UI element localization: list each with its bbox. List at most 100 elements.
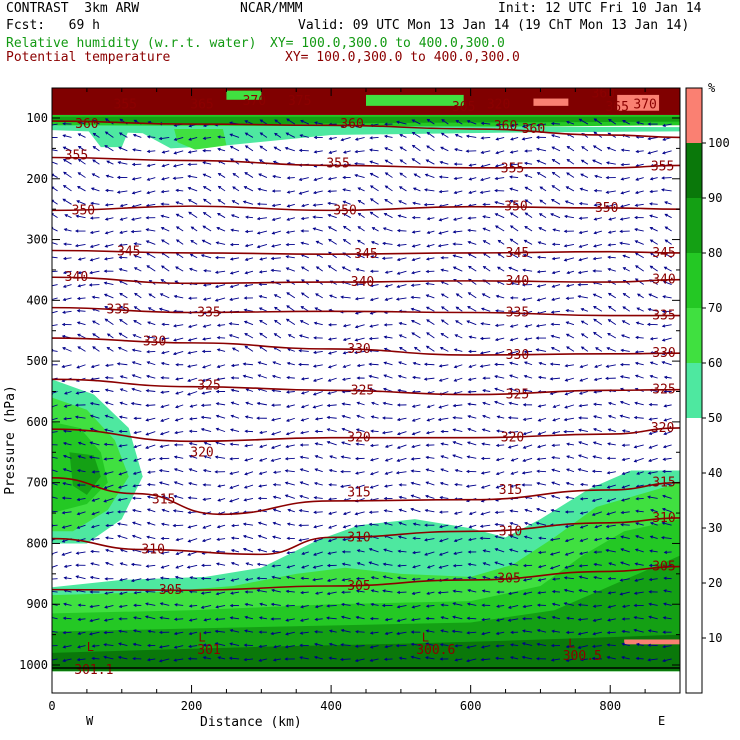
wind-vector: [258, 188, 268, 192]
wind-vector: [382, 257, 393, 259]
wind-vector-head: [494, 323, 499, 327]
wind-vector: [551, 481, 561, 486]
wind-vector-head: [580, 320, 585, 324]
wind-vector-head: [509, 238, 514, 242]
wind-vector-head: [187, 364, 191, 368]
wind-vector-head: [103, 257, 108, 261]
wind-vector: [104, 293, 114, 299]
wind-vector: [441, 455, 449, 459]
wind-vector: [52, 456, 58, 459]
wind-vector: [188, 150, 198, 153]
wind-vector: [427, 404, 435, 408]
wind-vector-head: [440, 256, 444, 260]
wind-vector-head: [551, 171, 556, 175]
wind-vector: [397, 284, 407, 288]
wind-vector-head: [77, 271, 82, 275]
wind-vector-head: [188, 454, 193, 459]
wind-vector: [371, 416, 379, 419]
wind-vector: [468, 292, 477, 299]
wind-vector: [551, 199, 561, 205]
wind-vector-head: [161, 239, 165, 243]
wind-vector: [78, 121, 86, 125]
wind-vector-head: [565, 296, 570, 300]
wind-vector: [75, 416, 86, 419]
wind-vector: [566, 496, 575, 499]
wind-vector: [132, 149, 142, 152]
wind-vector-head: [104, 428, 108, 432]
wind-vector-head: [187, 496, 192, 500]
wind-vector-head: [524, 174, 528, 178]
wind-vector: [301, 217, 309, 220]
colorbar-segment: [686, 198, 702, 253]
wind-vector: [230, 297, 240, 301]
wind-vector: [104, 443, 114, 446]
wind-vector: [566, 284, 575, 287]
wind-vector: [105, 131, 114, 138]
wind-vector-head: [229, 257, 234, 261]
theta-label: 340: [351, 275, 374, 290]
wind-vector-head: [510, 471, 514, 475]
wind-vector: [523, 431, 533, 435]
wind-vector-head: [189, 404, 194, 408]
wind-vector-head: [566, 145, 570, 149]
wind-vector-head: [62, 310, 66, 314]
wind-vector: [189, 455, 198, 459]
wind-vector: [299, 334, 309, 339]
wind-vector-head: [77, 333, 81, 337]
wind-vector-head: [549, 362, 554, 366]
wind-vector-head: [381, 256, 386, 260]
wind-vector: [412, 404, 421, 408]
wind-vector-head: [104, 231, 109, 235]
wind-vector: [52, 564, 58, 568]
wind-vector-head: [104, 203, 109, 207]
wind-vector-head: [466, 320, 470, 324]
wind-vector-head: [328, 238, 332, 242]
wind-vector: [453, 429, 463, 433]
wind-vector-head: [662, 151, 666, 155]
wind-vector-head: [467, 377, 472, 381]
wind-vector: [370, 136, 379, 139]
wind-vector-head: [173, 294, 178, 299]
wind-vector-head: [298, 349, 302, 353]
wind-vector: [329, 455, 337, 459]
wind-vector: [524, 361, 533, 366]
wind-vector: [480, 177, 491, 181]
wind-vector-head: [328, 497, 332, 501]
wind-vector: [495, 163, 505, 167]
wind-vector: [300, 134, 309, 138]
wind-vector-head: [634, 215, 638, 220]
wind-vector-head: [76, 321, 81, 325]
wind-vector-head: [215, 414, 220, 418]
wind-vector-head: [245, 388, 249, 392]
wind-vector: [496, 444, 505, 446]
wind-vector-head: [270, 268, 274, 273]
wind-vector-head: [229, 145, 234, 149]
wind-vector-head: [634, 227, 638, 232]
wind-vector-head: [552, 418, 556, 422]
wind-vector: [537, 297, 547, 301]
wind-vector-head: [259, 430, 263, 435]
wind-vector-head: [217, 212, 221, 216]
wind-vector: [274, 294, 282, 299]
wind-vector: [159, 308, 170, 312]
wind-vector-head: [187, 174, 191, 179]
wind-vector: [441, 132, 449, 138]
theta-label: 305: [497, 572, 520, 587]
wind-vector: [105, 230, 114, 234]
wind-vector: [579, 243, 589, 248]
wind-vector: [131, 230, 142, 233]
wind-vector: [134, 431, 142, 434]
wind-vector-head: [299, 468, 304, 472]
colorbar-segment: [686, 528, 702, 583]
wind-vector: [63, 257, 72, 260]
wind-vector-head: [634, 401, 638, 405]
wind-vector-head: [272, 495, 277, 499]
wind-vector: [134, 255, 142, 259]
wind-vector: [63, 482, 72, 486]
wind-vector: [161, 391, 170, 393]
wind-vector: [343, 239, 351, 245]
x-tick-label: 0: [48, 699, 55, 713]
wind-vector-head: [384, 122, 388, 126]
wind-vector-head: [146, 149, 151, 153]
wind-vector: [118, 498, 128, 501]
